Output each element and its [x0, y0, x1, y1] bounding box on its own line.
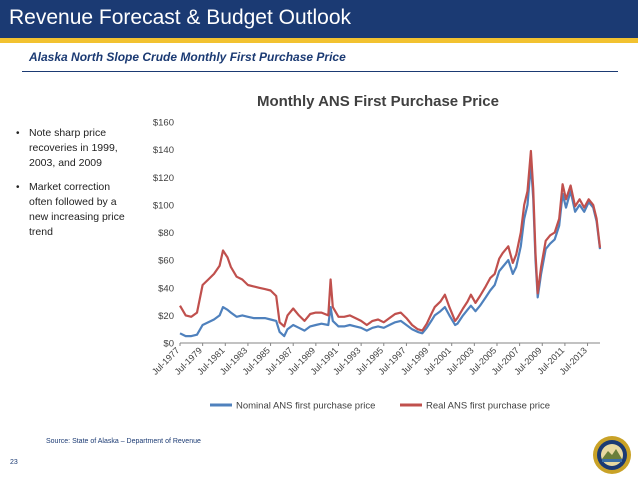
y-tick-label: $40 [158, 283, 174, 294]
bullet-item: • Market correction often followed by a n… [12, 180, 127, 240]
state-seal-icon [593, 436, 631, 474]
price-chart: Monthly ANS First Purchase Price $0 $20 $4… [150, 93, 602, 412]
bullet-dot-icon: • [16, 182, 20, 193]
series-layer [179, 149, 602, 338]
y-tick-label: $140 [153, 145, 174, 156]
bullet-item: • Note sharp price recoveries in 1999, 20… [12, 126, 127, 171]
y-axis: $0 $20 $40 $60 $80 $100 $120 $140 $160 [153, 118, 174, 350]
bullet-list: • Note sharp price recoveries in 1999, 20… [12, 126, 127, 249]
subtitle-divider [22, 71, 618, 72]
y-tick-label: $60 [158, 256, 174, 267]
header-accent-rule [0, 38, 638, 43]
series-line-real [179, 149, 602, 332]
x-axis: Jul-1977Jul-1979Jul-1981Jul-1983Jul-1985… [150, 342, 600, 377]
page-number: 23 [10, 459, 18, 466]
chart-title: Monthly ANS First Purchase Price [257, 93, 499, 110]
bullet-text: Market correction often followed by a ne… [29, 181, 125, 238]
slide-title: Revenue Forecast & Budget Outlook [9, 6, 352, 29]
source-note: Source: State of Alaska – Department of … [46, 438, 201, 445]
legend-label: Nominal ANS first purchase price [236, 401, 375, 412]
y-tick-label: $120 [153, 173, 174, 184]
y-tick-label: $80 [158, 228, 174, 239]
bullet-text: Note sharp price recoveries in 1999, 200… [29, 127, 118, 169]
series-line-nominal [179, 162, 602, 338]
y-tick-label: $100 [153, 200, 174, 211]
y-tick-label: $160 [153, 118, 174, 129]
chart-legend: Nominal ANS first purchase price Real ANS… [210, 401, 550, 412]
legend-label: Real ANS first purchase price [426, 401, 550, 412]
y-tick-label: $20 [158, 311, 174, 322]
bullet-dot-icon: • [16, 128, 20, 139]
slide-header: Revenue Forecast & Budget Outlook [0, 0, 638, 38]
slide-subtitle: Alaska North Slope Crude Monthly First P… [29, 50, 346, 64]
y-tick-label: $0 [163, 339, 174, 350]
